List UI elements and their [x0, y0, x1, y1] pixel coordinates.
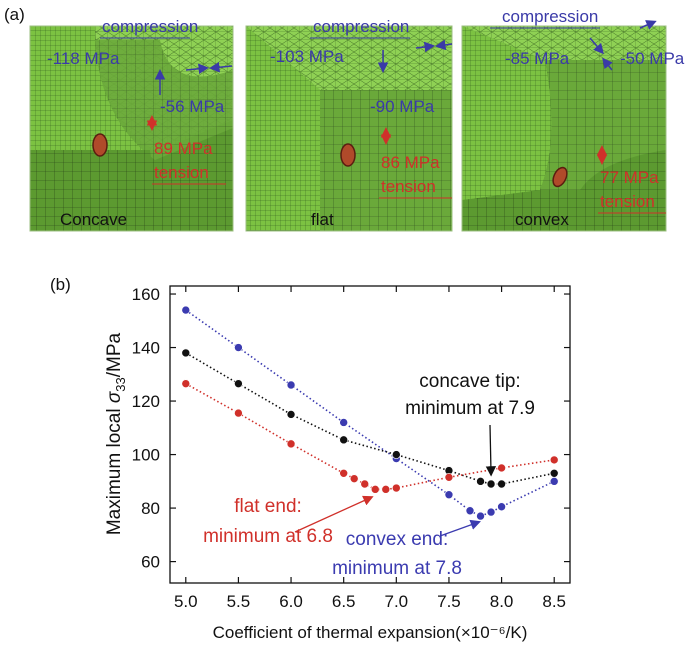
data-point-convex [339, 418, 348, 427]
axis-ticks: 5.0 5.5 6.0 6.5 7.0 7.5 8.0 8.5 60 80 100 120 140 160 [132, 285, 570, 611]
plot-area: 5.0 5.5 6.0 6.5 7.0 7.5 8.0 8.5 60 80 100 120 140 160… [132, 285, 571, 611]
x-axis-label: Coefficient of thermal expansion(×10⁻⁶/K… [213, 623, 528, 642]
data-point-concave [181, 348, 191, 358]
data-point-flat [339, 468, 348, 478]
tension-label: tension [600, 192, 655, 211]
top-stress-label: -118 MPa [47, 49, 120, 68]
y-tick-label: 160 [132, 285, 160, 304]
top-stress-label: -103 MPa [270, 47, 344, 66]
panel-convex-labels: compression -85 MPa -50 MPa 77 MPa tensi… [490, 7, 685, 229]
tension-label: tension [381, 177, 436, 196]
side-stress-label: -56 MPa [160, 97, 225, 116]
data-point-flat [392, 483, 401, 493]
data-point-flat [444, 473, 454, 482]
fem-panel-flat [245, 25, 453, 232]
data-point-convex [444, 490, 454, 500]
data-point-convex [486, 507, 496, 517]
fem-panel-concave [29, 25, 234, 232]
tension-value-label: 89 MPa [154, 139, 213, 158]
panel-flat-labels: compression -103 MPa -90 MPa 86 MPa tens… [270, 17, 453, 229]
side-stress-label: -50 MPa [620, 49, 685, 68]
data-point-concave [486, 479, 496, 489]
data-point-convex [497, 502, 506, 512]
stress-location-icon [92, 133, 108, 157]
data-point-convex [476, 511, 485, 521]
side-stress-label: -90 MPa [370, 97, 435, 116]
panel-name-label: flat [311, 210, 334, 229]
annotation-arrow-convex [439, 519, 481, 537]
data-point-flat [286, 439, 296, 449]
compression-label: compression [502, 7, 598, 26]
annotation-arrow-concave [485, 424, 497, 477]
y-tick-label: 100 [132, 446, 160, 465]
annotation-detail-flat: minimum at 6.8 [203, 526, 333, 547]
y-tick-label: 60 [141, 553, 160, 572]
data-point-concave [497, 479, 506, 489]
x-tick-label: 7.5 [437, 592, 461, 611]
x-tick-label: 6.5 [332, 592, 356, 611]
series-line-flat [185, 383, 555, 491]
x-tick-label: 8.5 [542, 592, 566, 611]
y-tick-label: 80 [141, 499, 160, 518]
x-tick-label: 8.0 [490, 592, 514, 611]
x-tick-label: 6.0 [279, 592, 303, 611]
annotations: concave tip: minimum at 7.9 flat end: minim… [203, 371, 535, 579]
x-tick-label: 5.0 [174, 592, 198, 611]
panel-b-tag: (b) [50, 275, 71, 294]
x-tick-label: 5.5 [227, 592, 251, 611]
x-tick-label: 7.0 [384, 592, 408, 611]
data-point-convex [549, 477, 559, 486]
data-point-concave [549, 468, 559, 478]
y-tick-label: 120 [132, 392, 160, 411]
data-point-concave [339, 435, 348, 445]
data-point-flat [349, 474, 359, 483]
data-point-flat [181, 379, 191, 388]
stress-location-icon [552, 166, 568, 188]
annotation-title-concave: concave tip: [419, 371, 520, 392]
data-point-convex [181, 305, 191, 315]
annotation-detail-concave: minimum at 7.9 [405, 398, 535, 419]
annotation-detail-convex: minimum at 7.8 [332, 558, 462, 579]
data-point-convex [234, 343, 243, 352]
data-series [181, 305, 559, 521]
data-point-flat [381, 485, 391, 494]
plot-frame [169, 285, 571, 584]
compression-label: compression [313, 17, 409, 36]
data-point-flat [370, 485, 380, 494]
annotation-title-flat: flat end: [234, 496, 302, 517]
tension-label: tension [154, 163, 209, 182]
data-point-concave [392, 450, 401, 459]
y-tick-label: 140 [132, 339, 160, 358]
panel-name-label: Concave [60, 210, 127, 229]
compression-label: compression [102, 17, 198, 36]
annotation-title-convex: convex end: [346, 529, 448, 550]
data-point-flat [497, 463, 506, 473]
y-axis-label: Maximum local σ33/MPa [104, 332, 128, 535]
panel-concave-labels: compression -118 MPa -56 MPa 89 MPa tens… [47, 17, 233, 229]
tension-value-label: 77 MPa [600, 168, 659, 187]
tension-value-label: 86 MPa [381, 153, 440, 172]
annotation-arrow-flat [294, 495, 374, 533]
data-point-concave [234, 379, 243, 388]
panel-a-tag: (a) [4, 5, 25, 24]
data-point-convex [286, 380, 296, 390]
fem-panel-convex [461, 25, 667, 232]
data-point-concave [476, 477, 485, 486]
stress-location-icon [340, 143, 356, 167]
data-point-flat [360, 479, 370, 489]
data-point-convex [465, 506, 475, 516]
data-point-concave [286, 410, 296, 419]
panel-name-label: convex [515, 210, 569, 229]
top-stress-label: -85 MPa [505, 49, 570, 68]
data-point-flat [234, 408, 243, 418]
data-point-flat [549, 455, 559, 465]
